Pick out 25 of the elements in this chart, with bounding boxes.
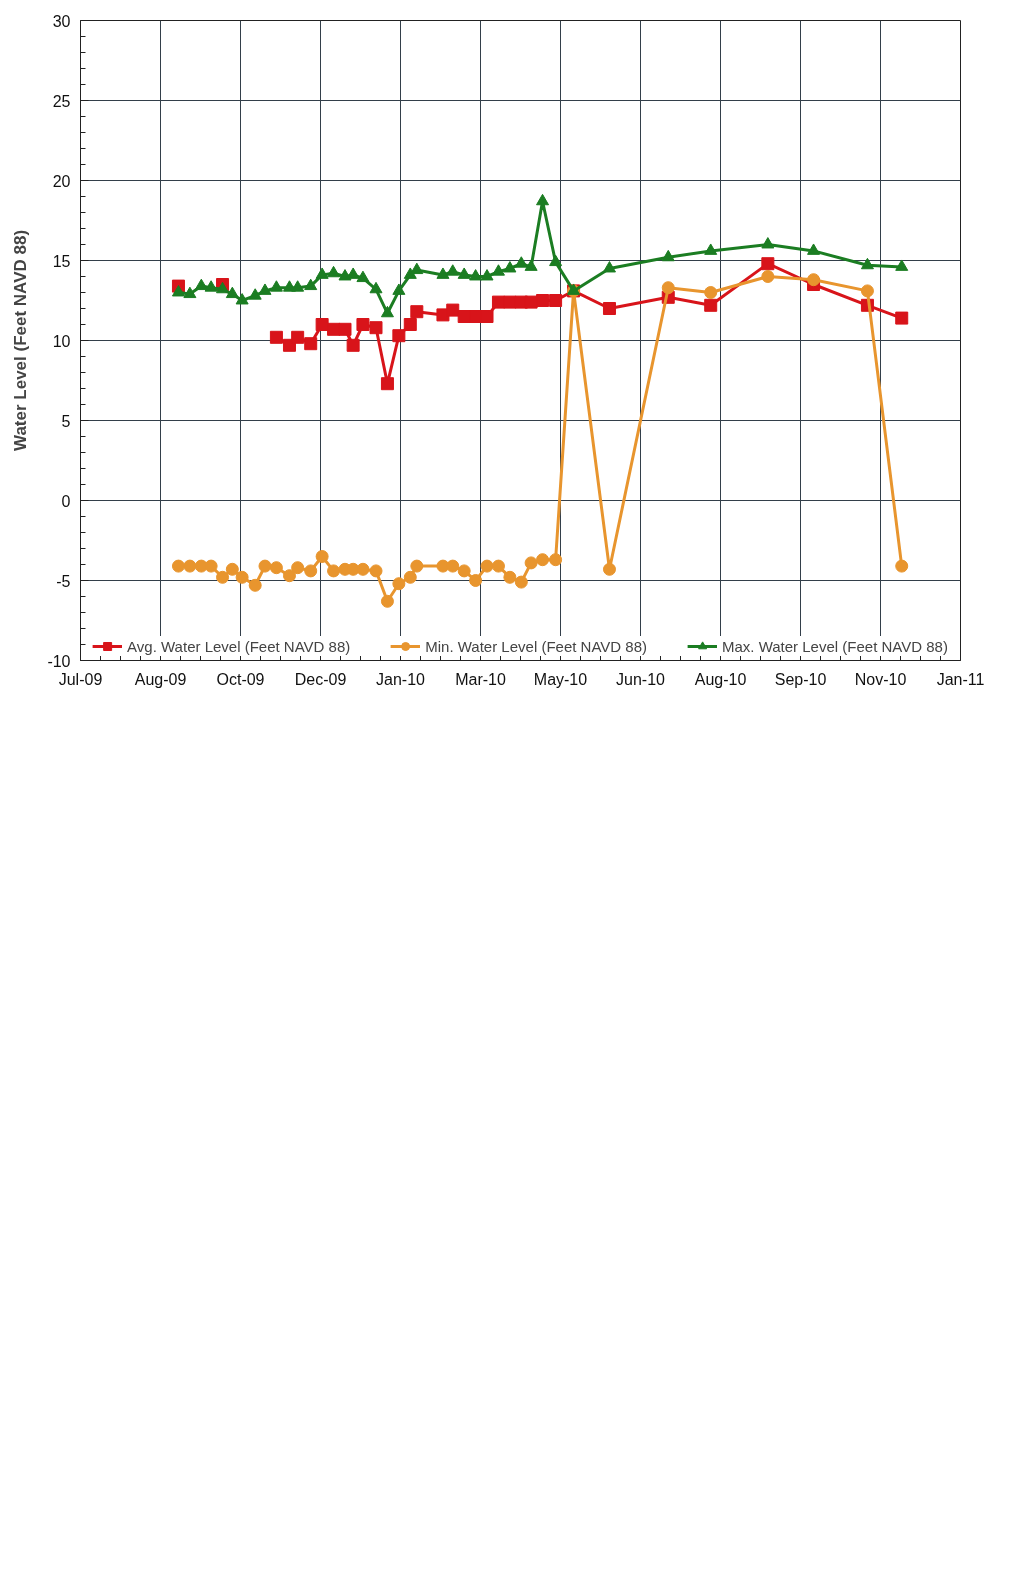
x-tick-label: Sep-10 [774,670,827,688]
y-tick-label: 0 [61,492,71,510]
x-tick-label: Jul-09 [58,670,103,688]
y-tick-label: 30 [52,12,71,30]
y-tick-label: 15 [52,252,71,270]
y-tick-label: -10 [47,652,71,670]
y-tick-label: 10 [52,332,71,350]
x-tick-label: Mar-10 [455,670,506,688]
x-tick-label: Jan-11 [936,670,985,688]
x-tick-label: Dec-09 [294,670,347,688]
x-tick-label: Nov-10 [854,670,907,688]
y-tick-label: 5 [61,412,71,430]
y-tick-label: 25 [52,92,71,110]
x-tick-label: Aug-10 [694,670,747,688]
x-tick-label: Jan-10 [376,670,426,688]
y-axis-title: Water Level (Feet NAVD 88) [11,229,31,452]
x-tick-label: May-10 [533,670,588,688]
legend-label: Max. Water Level (Feet NAVD 88) [721,637,948,655]
x-tick-label: Aug-09 [134,670,187,688]
x-tick-label: Oct-09 [216,670,265,688]
y-tick-label: 20 [52,172,71,190]
y-tick-label: -5 [56,572,71,590]
x-tick-label: Jun-10 [616,670,666,688]
legend-label: Min. Water Level (Feet NAVD 88) [425,637,647,655]
legend-label: Avg. Water Level (Feet NAVD 88) [127,637,351,655]
